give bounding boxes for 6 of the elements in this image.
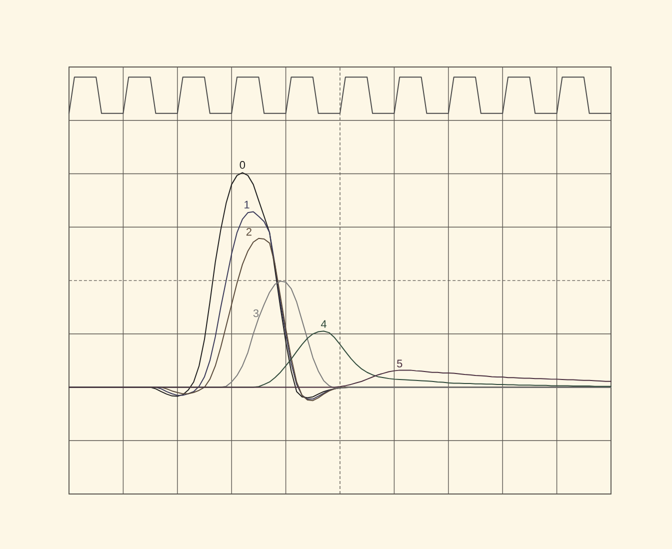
series-label: 5 [397,360,402,368]
series-label: 3 [253,309,259,318]
series-label: 0 [240,161,246,169]
series-label: 2 [246,228,252,236]
series-label: 4 [320,320,326,328]
series-label: 1 [244,200,250,208]
